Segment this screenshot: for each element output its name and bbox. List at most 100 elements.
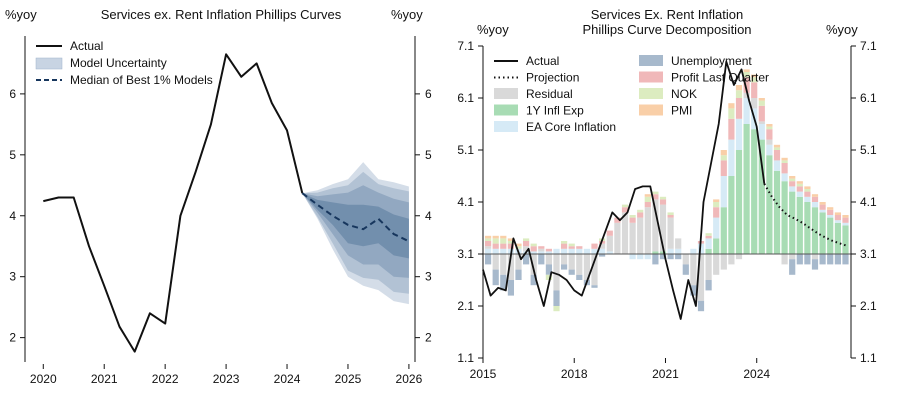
bar-ea_core bbox=[568, 248, 575, 254]
bar-unemployment bbox=[697, 300, 705, 312]
legend-median-label: Median of Best 1% Models bbox=[70, 73, 213, 87]
bar-ea_core bbox=[644, 254, 651, 260]
bar-nok bbox=[773, 147, 781, 150]
bar-residual bbox=[621, 212, 629, 254]
legend-actual-label: Actual bbox=[526, 54, 559, 68]
bar-infl_exp bbox=[743, 124, 750, 254]
bar-infl_exp bbox=[781, 181, 788, 254]
bar-infl_exp bbox=[713, 238, 720, 254]
bar-pmi bbox=[811, 194, 819, 197]
bar-profit bbox=[796, 186, 803, 192]
bar-unemployment bbox=[553, 290, 560, 306]
right-xtick-label: 2018 bbox=[561, 367, 588, 381]
bar-nok bbox=[515, 246, 522, 249]
bar-pmi bbox=[743, 69, 750, 72]
bar-ea_core bbox=[796, 191, 803, 197]
bar-profit bbox=[713, 207, 720, 218]
bar-profit bbox=[561, 243, 568, 249]
left-lines bbox=[43, 53, 410, 353]
bar-residual bbox=[614, 222, 621, 254]
bar-ea_core bbox=[743, 98, 750, 124]
bar-unemployment bbox=[485, 254, 492, 265]
bar-ea_core bbox=[781, 173, 788, 182]
bar-pmi bbox=[819, 202, 826, 205]
bar-nok bbox=[485, 238, 492, 241]
bar-pmi bbox=[766, 124, 773, 127]
bar-infl_exp bbox=[773, 170, 781, 254]
bar-profit bbox=[781, 163, 788, 174]
right-ytick-label-right: 7.1 bbox=[860, 39, 877, 53]
right-xtick-label: 2015 bbox=[470, 367, 497, 381]
bar-ea_core bbox=[804, 196, 811, 202]
bar-profit bbox=[500, 243, 507, 249]
bar-ea_core bbox=[576, 248, 583, 254]
bar-ea_core bbox=[720, 176, 727, 208]
legend-pmi-swatch bbox=[639, 104, 663, 116]
left-ytick-label-right: 6 bbox=[425, 87, 432, 101]
bar-pmi bbox=[500, 235, 507, 239]
right-xtick-label: 2024 bbox=[743, 367, 770, 381]
bar-profit bbox=[614, 217, 621, 223]
bar-unemployment bbox=[682, 264, 689, 275]
bar-unemployment bbox=[568, 269, 575, 275]
bar-residual bbox=[515, 254, 522, 270]
bar-unemployment bbox=[652, 254, 659, 265]
bar-unemployment bbox=[561, 264, 568, 270]
actual-line bbox=[482, 60, 766, 320]
bar-pmi bbox=[485, 235, 492, 239]
bar-unemployment bbox=[545, 264, 552, 275]
bar-infl_exp bbox=[728, 176, 735, 254]
bar-residual bbox=[682, 254, 689, 265]
left-ytick-label-right: 2 bbox=[425, 331, 432, 345]
bar-residual bbox=[583, 254, 590, 280]
right-chart: Services Ex. Rent Inflation Phillips Cur… bbox=[457, 7, 877, 381]
bar-nok bbox=[667, 212, 674, 215]
bar-nok bbox=[705, 233, 712, 236]
right-ytick-label-right: 6.1 bbox=[860, 91, 877, 105]
bar-nok bbox=[492, 238, 499, 244]
bar-unemployment bbox=[599, 254, 606, 257]
bar-nok bbox=[781, 160, 788, 163]
bar-ea_core bbox=[705, 238, 712, 249]
bar-ea_core bbox=[591, 248, 598, 254]
right-ytick-label-left: 1.1 bbox=[457, 351, 474, 365]
right-ytick-label-right: 3.1 bbox=[860, 247, 877, 261]
bar-pmi bbox=[507, 238, 514, 241]
bar-infl_exp bbox=[758, 139, 765, 254]
bar-pmi bbox=[796, 181, 803, 184]
left-ytick-label-right: 5 bbox=[425, 148, 432, 162]
bar-pmi bbox=[827, 207, 834, 210]
left-ytick-label-left: 6 bbox=[9, 87, 16, 101]
bar-unemployment bbox=[705, 280, 712, 291]
right-y-unit-right: %yoy bbox=[826, 22, 858, 37]
legend-unemployment-swatch bbox=[639, 55, 663, 66]
bar-profit bbox=[485, 241, 492, 247]
bar-residual bbox=[644, 207, 651, 254]
bar-residual bbox=[758, 121, 765, 124]
bar-unemployment bbox=[827, 254, 834, 265]
bar-residual bbox=[705, 254, 712, 280]
legend-residual-label: Residual bbox=[526, 87, 573, 101]
bar-pmi bbox=[758, 98, 765, 101]
bar-ea_core bbox=[485, 248, 492, 254]
right-ytick-label-right: 4.1 bbox=[860, 195, 877, 209]
right-legend: Actual Projection Residual 1Y Infl Exp EA Co… bbox=[494, 54, 769, 134]
legend-infl_exp-swatch bbox=[494, 104, 518, 116]
bar-pmi bbox=[781, 157, 788, 161]
right-ytick-label-left: 2.1 bbox=[457, 299, 474, 313]
bar-residual bbox=[751, 98, 758, 109]
bar-ea_core bbox=[728, 139, 735, 176]
bar-residual bbox=[492, 254, 499, 270]
left-uncertainty-bands bbox=[302, 162, 409, 305]
bar-nok bbox=[568, 243, 575, 247]
bar-profit bbox=[811, 196, 819, 202]
bar-nok bbox=[561, 241, 568, 244]
bar-unemployment bbox=[500, 274, 507, 291]
bar-residual bbox=[766, 139, 773, 145]
bar-nok bbox=[621, 204, 629, 208]
right-ytick-label-right: 5.1 bbox=[860, 143, 877, 157]
bar-profit bbox=[728, 118, 735, 140]
bar-nok bbox=[530, 243, 537, 247]
right-ytick-label-left: 6.1 bbox=[457, 91, 474, 105]
bar-residual bbox=[743, 92, 750, 98]
